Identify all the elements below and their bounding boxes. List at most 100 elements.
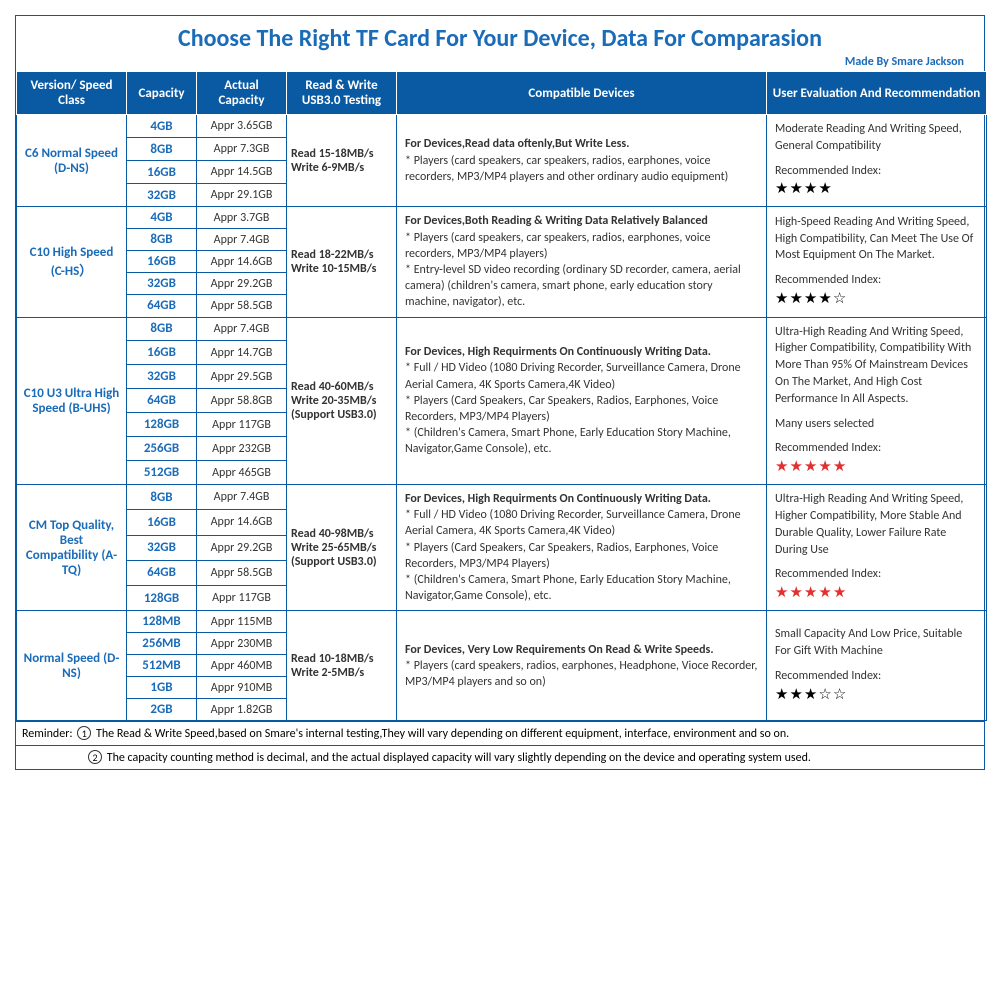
devices-body: * Players (card speakers, car speakers, … <box>405 153 758 185</box>
actual-capacity-cell: Appr 910MB <box>197 677 287 699</box>
devices-heading: For Devices, High Requirments On Continu… <box>405 492 711 506</box>
header-capacity: Capacity <box>127 72 197 115</box>
star-filled-icon: ★ <box>804 458 818 476</box>
devices-cell: For Devices,Read data oftenly,But Write … <box>397 115 767 207</box>
star-filled-icon: ★ <box>789 180 803 198</box>
version-cell: C6 Normal Speed (D-NS) <box>17 115 127 207</box>
capacity-cell: 32GB <box>127 273 197 295</box>
capacity-cell: 16GB <box>127 161 197 184</box>
actual-capacity-cell: Appr 58.8GB <box>197 389 287 413</box>
actual-capacity-cell: Appr 3.65GB <box>197 115 287 138</box>
speed-cell: Read 40-98MB/s Write 25-65MB/s (Support … <box>287 485 397 611</box>
star-filled-icon: ★ <box>775 686 789 704</box>
capacity-cell: 64GB <box>127 560 197 585</box>
reminder-line-1: Reminder: 1 The Read & Write Speed,based… <box>16 721 984 745</box>
capacity-cell: 16GB <box>127 510 197 535</box>
actual-capacity-cell: Appr 232GB <box>197 437 287 461</box>
speed-cell: Read 18-22MB/s Write 10-15MB/s <box>287 207 397 317</box>
star-empty-icon: ☆ <box>833 686 847 704</box>
actual-capacity-cell: Appr 115MB <box>197 611 287 633</box>
actual-capacity-cell: Appr 29.5GB <box>197 365 287 389</box>
table-row: C6 Normal Speed (D-NS)4GBAppr 3.65GBRead… <box>17 115 987 138</box>
reminder-line-2: 2 The capacity counting method is decima… <box>16 745 984 769</box>
capacity-cell: 4GB <box>127 207 197 229</box>
devices-heading: For Devices,Both Reading & Writing Data … <box>405 214 708 228</box>
star-filled-icon: ★ <box>833 584 847 602</box>
speed-cell: Read 40-60MB/s Write 20-35MB/s (Support … <box>287 317 397 485</box>
star-filled-icon: ★ <box>818 180 832 198</box>
devices-cell: For Devices,Both Reading & Writing Data … <box>397 207 767 317</box>
table-header-row: Version/ Speed Class Capacity Actual Cap… <box>17 72 987 115</box>
evaluation-cell: Ultra-High Reading And Writing Speed, Hi… <box>767 485 987 611</box>
version-cell: C10 U3 Ultra High Speed (B-UHS) <box>17 317 127 485</box>
star-rating: ★★★★☆ <box>775 289 978 310</box>
actual-capacity-cell: Appr 117GB <box>197 586 287 611</box>
actual-capacity-cell: Appr 29.2GB <box>197 535 287 560</box>
version-cell: CM Top Quality, Best Compatibility (A-TQ… <box>17 485 127 611</box>
star-filled-icon: ★ <box>804 180 818 198</box>
actual-capacity-cell: Appr 14.6GB <box>197 510 287 535</box>
evaluation-cell: High-Speed Reading And Writing Speed, Hi… <box>767 207 987 317</box>
capacity-cell: 64GB <box>127 389 197 413</box>
star-filled-icon: ★ <box>833 458 847 476</box>
devices-body: * Full / HD Video (1080 Driving Recorder… <box>405 360 758 457</box>
devices-body: * Players (card speakers, car speakers, … <box>405 230 758 311</box>
recommended-label: Recommended Index: <box>775 272 978 289</box>
devices-body: * Full / HD Video (1080 Driving Recorder… <box>405 507 758 604</box>
star-filled-icon: ★ <box>818 290 832 308</box>
circled-1-icon: 1 <box>77 726 91 740</box>
star-filled-icon: ★ <box>818 458 832 476</box>
capacity-cell: 32GB <box>127 184 197 207</box>
capacity-cell: 8GB <box>127 485 197 510</box>
star-rating: ★★★★ <box>775 179 978 200</box>
devices-body: * Players (card speakers, radios, earpho… <box>405 658 758 690</box>
evaluation-cell: Moderate Reading And Writing Speed, Gene… <box>767 115 987 207</box>
byline: Made By Smare Jackson <box>16 55 984 71</box>
table-row: CM Top Quality, Best Compatibility (A-TQ… <box>17 485 987 510</box>
recommended-label: Recommended Index: <box>775 668 978 685</box>
header-speed: Read & Write USB3.0 Testing <box>287 72 397 115</box>
actual-capacity-cell: Appr 3.7GB <box>197 207 287 229</box>
actual-capacity-cell: Appr 58.5GB <box>197 560 287 585</box>
capacity-cell: 32GB <box>127 535 197 560</box>
capacity-cell: 8GB <box>127 138 197 161</box>
actual-capacity-cell: Appr 230MB <box>197 633 287 655</box>
recommended-label: Recommended Index: <box>775 440 978 457</box>
eval-extra: Many users selected <box>775 416 978 433</box>
capacity-cell: 1GB <box>127 677 197 699</box>
evaluation-cell: Ultra-High Reading And Writing Speed, Hi… <box>767 317 987 485</box>
eval-text: Moderate Reading And Writing Speed, Gene… <box>775 121 978 155</box>
recommended-label: Recommended Index: <box>775 163 978 180</box>
reminder-1-text: The Read & Write Speed,based on Smare's … <box>96 727 789 741</box>
actual-capacity-cell: Appr 117GB <box>197 413 287 437</box>
devices-cell: For Devices, High Requirments On Continu… <box>397 317 767 485</box>
capacity-cell: 16GB <box>127 251 197 273</box>
eval-text: Small Capacity And Low Price, Suitable F… <box>775 626 978 660</box>
actual-capacity-cell: Appr 29.2GB <box>197 273 287 295</box>
actual-capacity-cell: Appr 7.4GB <box>197 317 287 341</box>
version-cell: Normal Speed (D-NS) <box>17 611 127 721</box>
table-row: C10 High Speed (C-HS）4GBAppr 3.7GBRead 1… <box>17 207 987 229</box>
star-filled-icon: ★ <box>775 180 789 198</box>
actual-capacity-cell: Appr 465GB <box>197 461 287 485</box>
evaluation-cell: Small Capacity And Low Price, Suitable F… <box>767 611 987 721</box>
star-rating: ★★★☆☆ <box>775 685 978 706</box>
capacity-cell: 2GB <box>127 699 197 721</box>
star-rating: ★★★★★ <box>775 583 978 604</box>
star-filled-icon: ★ <box>804 686 818 704</box>
star-filled-icon: ★ <box>789 584 803 602</box>
actual-capacity-cell: Appr 7.3GB <box>197 138 287 161</box>
actual-capacity-cell: Appr 14.6GB <box>197 251 287 273</box>
devices-cell: For Devices, High Requirments On Continu… <box>397 485 767 611</box>
capacity-cell: 256MB <box>127 633 197 655</box>
actual-capacity-cell: Appr 29.1GB <box>197 184 287 207</box>
header-actual: Actual Capacity <box>197 72 287 115</box>
star-filled-icon: ★ <box>818 584 832 602</box>
eval-text: Ultra-High Reading And Writing Speed, Hi… <box>775 491 978 558</box>
star-filled-icon: ★ <box>789 290 803 308</box>
actual-capacity-cell: Appr 14.7GB <box>197 341 287 365</box>
star-filled-icon: ★ <box>804 290 818 308</box>
speed-cell: Read 10-18MB/s Write 2-5MB/s <box>287 611 397 721</box>
devices-heading: For Devices,Read data oftenly,But Write … <box>405 137 629 151</box>
version-cell: C10 High Speed (C-HS） <box>17 207 127 317</box>
